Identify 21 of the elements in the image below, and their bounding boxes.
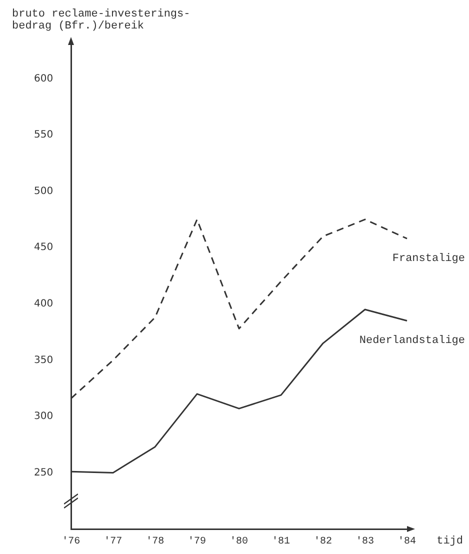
series-label: Franstalige	[392, 253, 465, 266]
x-tick-label: '80	[230, 536, 248, 548]
x-tick-label: '76	[62, 536, 80, 548]
x-tick-label: '84	[398, 536, 416, 548]
y-tick-label: 350	[34, 354, 54, 366]
y-tick-label: 300	[34, 411, 54, 422]
x-tick-label: '81	[272, 536, 290, 548]
x-axis-title: tijd	[436, 535, 463, 548]
y-tick-label: 550	[34, 130, 54, 141]
x-tick-label: '79	[188, 536, 206, 548]
y-axis-title: bruto reclame-investerings- bedrag (Bfr.)/bereik	[12, 8, 190, 32]
y-tick-label: 500	[34, 186, 54, 197]
x-tick-label: '78	[146, 536, 164, 548]
y-tick-label: 450	[34, 242, 54, 254]
x-tick-label: '77	[104, 536, 122, 548]
x-tick-label: '83	[356, 536, 374, 548]
series-label: Nederlandstalige	[359, 335, 465, 348]
y-tick-label: 250	[34, 467, 54, 478]
x-tick-label: '82	[314, 536, 332, 548]
y-tick-label: 600	[34, 73, 54, 84]
y-tick-label: 400	[34, 298, 54, 310]
